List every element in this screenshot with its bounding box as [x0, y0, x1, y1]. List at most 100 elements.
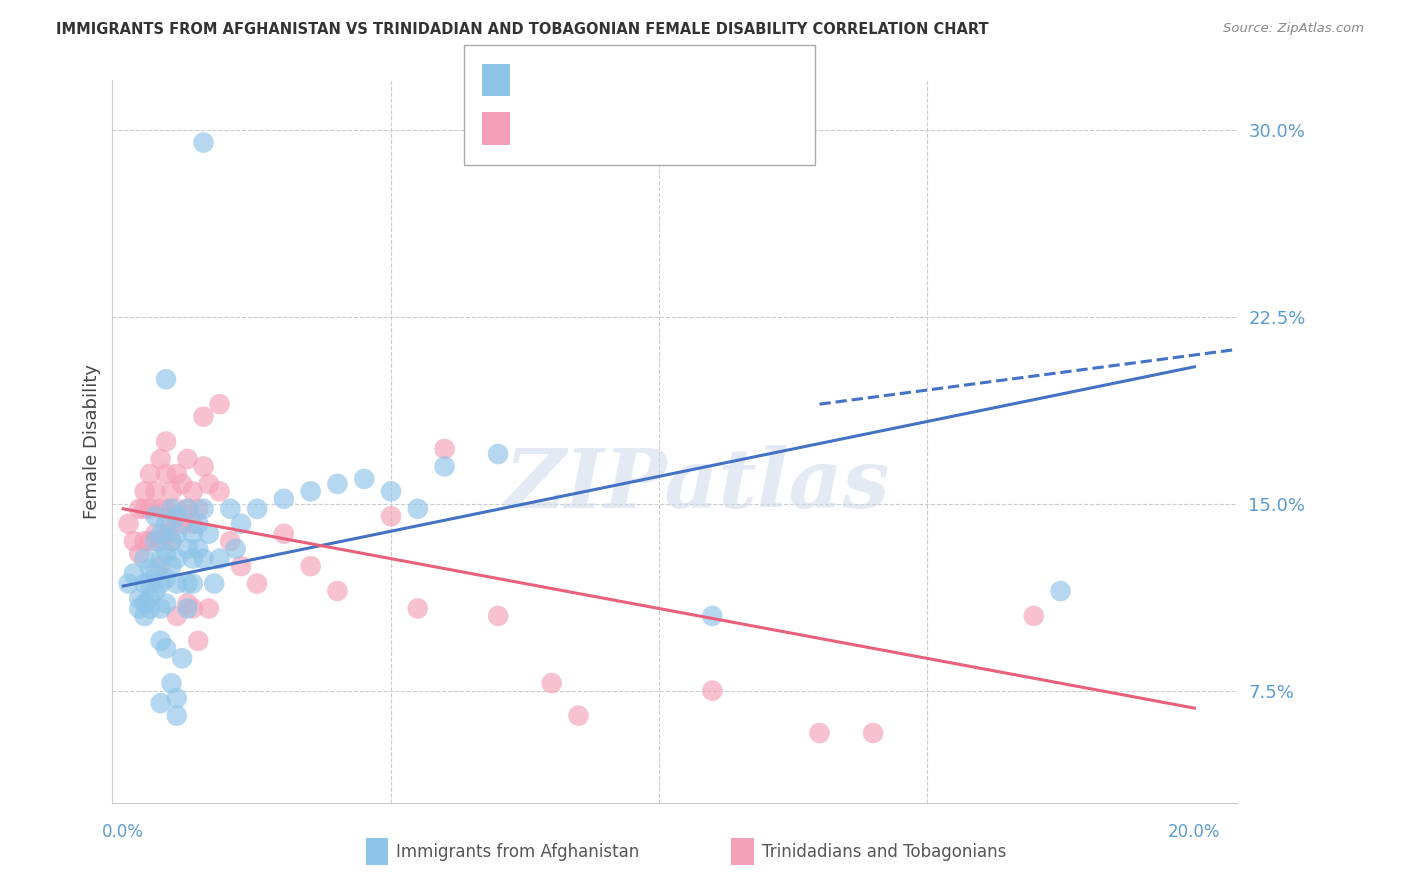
Text: 58: 58	[682, 120, 704, 137]
Point	[208, 397, 231, 411]
Point	[143, 526, 166, 541]
Point	[326, 584, 349, 599]
Point	[149, 452, 172, 467]
Point	[326, 476, 349, 491]
Point	[1022, 609, 1045, 624]
Point	[208, 484, 231, 499]
Point	[299, 484, 322, 499]
Text: N =: N =	[628, 71, 676, 89]
Point	[702, 683, 724, 698]
Point	[187, 501, 209, 516]
Point	[149, 526, 172, 541]
Point	[122, 566, 145, 581]
Point	[134, 534, 156, 549]
Point	[166, 708, 188, 723]
Point	[155, 572, 177, 586]
Point	[380, 509, 402, 524]
Point	[143, 484, 166, 499]
Point	[193, 409, 215, 424]
Point	[160, 516, 183, 531]
Text: Source: ZipAtlas.com: Source: ZipAtlas.com	[1223, 22, 1364, 36]
Point	[433, 459, 456, 474]
Point	[198, 526, 221, 541]
Point	[187, 516, 209, 531]
Point	[229, 516, 252, 531]
Point	[246, 576, 269, 591]
Point	[193, 136, 215, 150]
Point	[540, 676, 562, 690]
Point	[176, 597, 198, 611]
Point	[198, 476, 221, 491]
Text: ZIPatlas: ZIPatlas	[505, 445, 890, 524]
Point	[139, 576, 162, 591]
Point	[225, 541, 247, 556]
Point	[139, 534, 162, 549]
Point	[486, 609, 509, 624]
Y-axis label: Female Disability: Female Disability	[83, 364, 101, 519]
Point	[702, 609, 724, 624]
Point	[155, 641, 177, 656]
Point	[273, 491, 295, 506]
Point	[149, 551, 172, 566]
Point	[567, 708, 589, 723]
Point	[486, 447, 509, 461]
Point	[166, 509, 188, 524]
Point	[139, 501, 162, 516]
Point	[122, 534, 145, 549]
Point	[128, 501, 150, 516]
Point	[862, 726, 884, 740]
Point	[202, 576, 225, 591]
Point	[353, 472, 375, 486]
Point	[198, 601, 221, 615]
Point	[299, 559, 322, 574]
Point	[155, 501, 177, 516]
Point	[149, 501, 172, 516]
Point	[149, 601, 172, 615]
Point	[172, 476, 194, 491]
Point	[149, 576, 172, 591]
Point	[160, 676, 183, 690]
Point	[134, 501, 156, 516]
Point	[139, 591, 162, 606]
Point	[155, 467, 177, 481]
Point	[128, 601, 150, 615]
Point	[155, 372, 177, 386]
Point	[134, 609, 156, 624]
Point	[166, 526, 188, 541]
Point	[166, 609, 188, 624]
Point	[1049, 584, 1071, 599]
Point	[160, 559, 183, 574]
Point	[143, 509, 166, 524]
Point	[134, 597, 156, 611]
Point	[149, 633, 172, 648]
Point	[143, 566, 166, 581]
Point	[166, 691, 188, 706]
Point	[219, 501, 242, 516]
Point	[208, 551, 231, 566]
Point	[143, 534, 166, 549]
Point	[808, 726, 831, 740]
Point	[246, 501, 269, 516]
Point	[176, 541, 198, 556]
Text: 20.0%: 20.0%	[1168, 822, 1220, 841]
Point	[187, 633, 209, 648]
Point	[160, 534, 183, 549]
Point	[406, 501, 429, 516]
Point	[380, 484, 402, 499]
Point	[155, 516, 177, 531]
Point	[273, 526, 295, 541]
Point	[176, 452, 198, 467]
Point	[166, 551, 188, 566]
Point	[229, 559, 252, 574]
Point	[181, 516, 204, 531]
Text: Trinidadians and Tobagonians: Trinidadians and Tobagonians	[762, 843, 1007, 861]
Point	[134, 484, 156, 499]
Point	[181, 484, 204, 499]
Text: N =: N =	[628, 120, 676, 137]
Point	[406, 601, 429, 615]
Point	[181, 551, 204, 566]
Point	[117, 516, 139, 531]
Point	[143, 584, 166, 599]
Point	[193, 459, 215, 474]
Point	[149, 559, 172, 574]
